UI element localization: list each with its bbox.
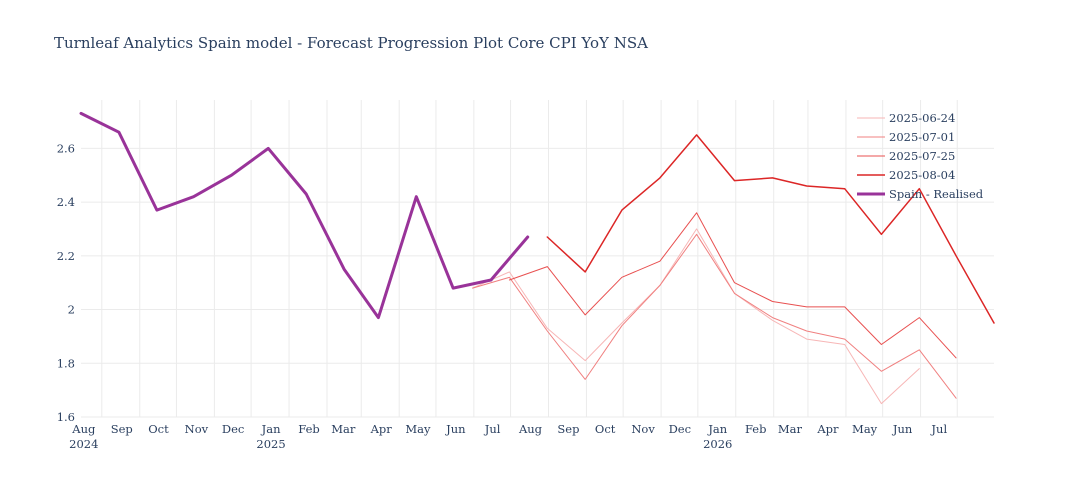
- x-tick-label: Dec: [222, 422, 244, 436]
- legend-label: 2025-07-01: [889, 130, 955, 144]
- series-line-4: [79, 111, 530, 320]
- chart-title: Turnleaf Analytics Spain model - Forecas…: [54, 34, 648, 52]
- x-tick-label: Apr: [816, 422, 839, 436]
- y-tick-label: 2.4: [57, 195, 75, 209]
- x-tick-label: Jul: [484, 422, 501, 436]
- legend[interactable]: 2025-06-24 2025-07-01 2025-07-25 2025-08-04…: [857, 111, 984, 201]
- series-line-1: [472, 233, 957, 399]
- legend-item[interactable]: 2025-06-24: [857, 111, 955, 125]
- x-tick-label: Sep: [557, 422, 579, 436]
- x-tick-label: Mar: [331, 422, 356, 436]
- x-tick-label: Nov: [631, 422, 655, 436]
- y-tick-label: 1.6: [57, 410, 75, 424]
- x-tick-label: Jun: [445, 422, 466, 436]
- x-tick-year-label: 2025: [256, 437, 285, 451]
- legend-label: 2025-08-04: [889, 168, 955, 182]
- x-tick-label: Dec: [669, 422, 691, 436]
- series-line-2: [508, 212, 957, 359]
- x-tick-year-label: 2024: [69, 437, 98, 451]
- legend-label: 2025-06-24: [889, 111, 955, 125]
- legend-item[interactable]: 2025-07-01: [857, 130, 955, 144]
- x-tick-label: Jun: [892, 422, 913, 436]
- x-tick-label: Jan: [261, 422, 281, 436]
- y-tick-label: 2.6: [57, 141, 75, 155]
- x-tick-label: Jul: [930, 422, 947, 436]
- x-tick-label: Feb: [745, 422, 767, 436]
- series-lines: [79, 111, 995, 405]
- x-tick-label: Apr: [370, 422, 393, 436]
- x-tick-label: May: [405, 422, 431, 436]
- legend-item[interactable]: Spain - Realised: [857, 187, 984, 201]
- y-tick-label: 1.8: [57, 356, 75, 370]
- x-tick-label: Mar: [778, 422, 803, 436]
- x-tick-label: Feb: [298, 422, 320, 436]
- x-tick-year-label: 2026: [703, 437, 732, 451]
- x-tick-label: Nov: [185, 422, 209, 436]
- x-tick-label: Aug: [518, 422, 543, 436]
- x-tick-label: Oct: [148, 422, 169, 436]
- x-tick-label: Jan: [707, 422, 727, 436]
- x-tick-label: Oct: [595, 422, 616, 436]
- x-tick-label: Sep: [111, 422, 133, 436]
- legend-label: 2025-07-25: [889, 149, 955, 163]
- legend-item[interactable]: 2025-07-25: [857, 149, 955, 163]
- grid-lines: [81, 100, 994, 418]
- series-line-0: [472, 228, 920, 405]
- series-line-3: [546, 134, 995, 324]
- y-tick-label: 2.2: [57, 249, 75, 263]
- legend-label: Spain - Realised: [889, 187, 984, 201]
- y-tick-label: 2: [68, 303, 75, 317]
- x-tick-label: May: [852, 422, 878, 436]
- x-tick-label: Aug: [71, 422, 96, 436]
- legend-item[interactable]: 2025-08-04: [857, 168, 955, 182]
